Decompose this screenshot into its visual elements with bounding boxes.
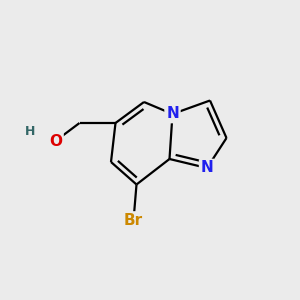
Text: O: O xyxy=(49,134,62,148)
Text: Br: Br xyxy=(124,213,143,228)
Text: N: N xyxy=(166,106,179,122)
Text: H: H xyxy=(25,125,35,139)
Text: N: N xyxy=(201,160,213,175)
